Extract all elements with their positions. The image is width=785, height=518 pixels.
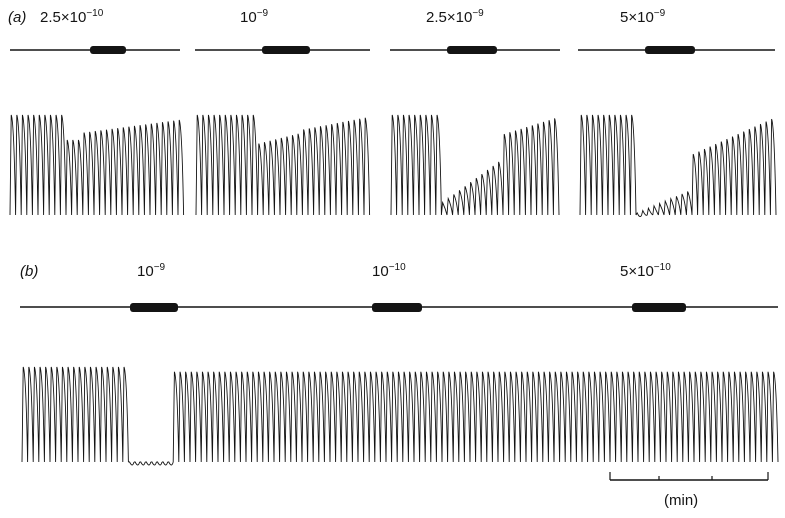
- time-scale-bar: [609, 472, 769, 481]
- contraction-trace-path: [195, 114, 371, 216]
- panel-a-dose-3: 2.5×10−9: [426, 8, 484, 26]
- panel-b-dose-1: 10−9: [137, 262, 166, 280]
- panel-b-drug-marker: [20, 303, 778, 312]
- panel-a-trace-1: [9, 114, 185, 216]
- panel-a-label: (a): [8, 9, 26, 26]
- panel-b-dose-3: 5×10−10: [620, 262, 671, 280]
- panel-b-trace: [21, 366, 779, 466]
- panel-b-marker-2: [372, 303, 422, 312]
- contraction-trace-path: [9, 114, 185, 216]
- panel-a-marker-3: [390, 46, 560, 54]
- contraction-trace-path: [390, 114, 560, 216]
- panel-a-marker-4: [578, 46, 775, 54]
- contraction-trace-path: [21, 366, 779, 466]
- panel-a-dose-1: 2.5×10−10: [40, 8, 104, 26]
- panel-b-dose-2: 10−10: [372, 262, 406, 280]
- panel-a-drug-markers: [10, 46, 775, 54]
- panel-a-trace-2: [195, 114, 371, 216]
- scale-bar-label: (min): [664, 492, 698, 509]
- panel-b-marker-1: [130, 303, 178, 312]
- panel-b-marker-3: [632, 303, 686, 312]
- panel-a-trace-4: [579, 114, 777, 218]
- panel-a-trace-3: [390, 114, 560, 216]
- panel-a-marker-2: [195, 46, 370, 54]
- panel-a-dose-4: 5×10−9: [620, 8, 666, 26]
- panel-a-marker-1: [10, 46, 180, 54]
- panel-b-label: (b): [20, 263, 38, 280]
- contraction-trace-path: [579, 114, 777, 218]
- panel-a-dose-2: 10−9: [240, 8, 269, 26]
